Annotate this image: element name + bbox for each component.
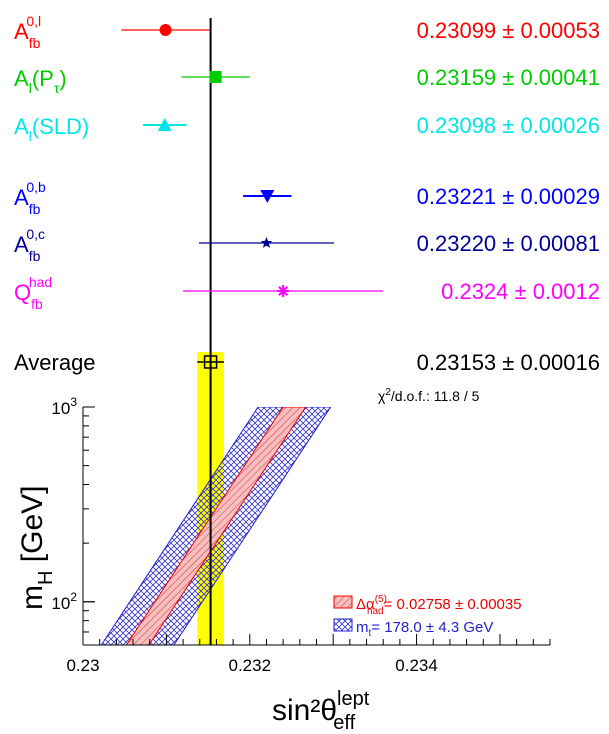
x-tick-label: 0.23: [66, 656, 99, 675]
measurement-label: Al(Pτ): [14, 66, 67, 96]
measurement-label: Al(SLD): [14, 114, 89, 144]
measurement-row: [181, 71, 250, 83]
measurement-value: 0.23159 ± 0.00041: [417, 65, 600, 90]
measurement-label: Afb0,b: [14, 179, 46, 217]
measurement-layer: [121, 24, 384, 369]
chi2-label: χ2/d.o.f.: 11.8 / 5: [378, 387, 480, 404]
x-tick-label: 0.234: [395, 656, 438, 675]
axis-layer: [82, 18, 551, 646]
band-layer: [100, 352, 332, 645]
y-tick-label: 102: [51, 590, 77, 613]
measurement-row: [243, 190, 292, 203]
measurement-row: [198, 237, 335, 248]
measurement-value: 0.23099 ± 0.00053: [417, 18, 600, 43]
measurement-row: [183, 285, 384, 297]
measurement-value: 0.2324 ± 0.0012: [441, 279, 600, 304]
legend-alpha-swatch: [333, 595, 353, 609]
star-marker: [260, 237, 273, 248]
square-marker: [209, 71, 222, 83]
x-axis-title: sin²θlept eff: [272, 688, 370, 734]
y-axis-title: mH [GeV]: [16, 486, 57, 611]
text-layer: 0.23 0.232 0.234 102 103 Afb0,l 0.23099 ± 0.00…: [14, 13, 600, 734]
asterisk-stroke: [278, 286, 289, 296]
measurement-label: Afb0,l: [14, 13, 41, 51]
average-value: 0.23153 ± 0.00016: [417, 350, 600, 375]
measurement-value: 0.23221 ± 0.00029: [417, 184, 600, 209]
asterisk-marker: [277, 285, 290, 297]
average-label: Average: [14, 350, 96, 375]
x-tick-label: 0.232: [229, 656, 272, 675]
legend-mt-swatch: [333, 618, 353, 632]
measurement-value: 0.23220 ± 0.00081: [417, 231, 600, 256]
triangle-down-marker: [260, 190, 275, 203]
measurement-label: Afb0,c: [14, 226, 45, 264]
measurement-row: [121, 24, 210, 36]
y-tick-label: 103: [51, 395, 77, 418]
measurement-label: Qfbhad: [14, 274, 52, 312]
measurement-row: [143, 118, 187, 131]
theory-bands: [100, 407, 332, 645]
alpha-band: [125, 407, 307, 645]
triangle-up-marker: [157, 118, 172, 131]
legend-alpha-label: Δα(5) had= 0.02758 ± 0.00035: [356, 594, 522, 617]
measurement-value: 0.23098 ± 0.00026: [417, 113, 600, 138]
circle-marker: [159, 24, 172, 36]
open-square-marker: [203, 355, 218, 369]
legend-mt-label: mt= 178.0 ± 4.3 GeV: [356, 619, 493, 639]
